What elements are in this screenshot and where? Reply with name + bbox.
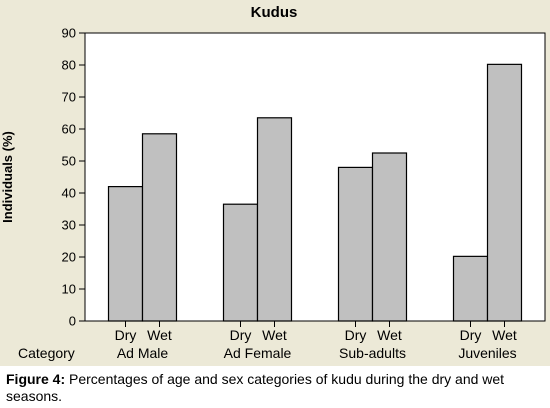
y-axis-label: Individuals (%) <box>0 131 15 223</box>
figure-caption: Figure 4: Percentages of age and sex cat… <box>6 371 544 405</box>
series-label-dry: Dry <box>230 327 252 343</box>
category-label: Ad Female <box>224 345 292 361</box>
y-tick-label: 50 <box>62 154 76 169</box>
y-tick-label: 30 <box>62 218 76 233</box>
category-label: Ad Male <box>117 345 169 361</box>
bar-wet-juveniles <box>486 63 523 322</box>
series-label-dry: Dry <box>345 327 367 343</box>
y-tick-label: 20 <box>62 250 76 265</box>
series-label-wet: Wet <box>377 327 402 343</box>
series-label-dry: Dry <box>460 327 482 343</box>
category-label: Juveniles <box>458 345 516 361</box>
x-axis-label: Category <box>18 345 75 361</box>
bar-wet-sub-adults <box>371 152 408 322</box>
chart-title: Kudus <box>251 4 298 21</box>
kudus-bar-chart: Kudus 0 10 20 30 40 50 60 70 80 90 Individuals (%… <box>0 4 546 361</box>
series-label-wet: Wet <box>492 327 517 343</box>
bar-wet-ad-female <box>256 117 293 322</box>
series-label-dry: Dry <box>115 327 137 343</box>
bar-dry-ad-female <box>222 203 259 322</box>
y-tick-label: 40 <box>62 186 76 201</box>
y-tick-label: 0 <box>69 314 76 329</box>
y-tick-label: 10 <box>62 282 76 297</box>
bar-dry-sub-adults <box>337 166 374 322</box>
y-tick-label: 90 <box>62 26 76 41</box>
bar-wet-ad-male <box>141 133 178 322</box>
category-label: Sub-adults <box>339 345 406 361</box>
series-label-wet: Wet <box>262 327 287 343</box>
y-tick-label: 80 <box>62 58 76 73</box>
y-tick-label: 60 <box>62 122 76 137</box>
series-label-wet: Wet <box>147 327 172 343</box>
y-tick-label: 70 <box>62 90 76 105</box>
bar-dry-juveniles <box>452 255 489 322</box>
caption-text: Percentages of age and sex categories of… <box>6 371 505 404</box>
caption-label: Figure 4: <box>6 371 66 387</box>
bar-dry-ad-male <box>107 186 144 322</box>
